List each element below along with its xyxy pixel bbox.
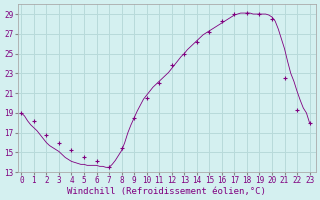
X-axis label: Windchill (Refroidissement éolien,°C): Windchill (Refroidissement éolien,°C) [67,187,266,196]
